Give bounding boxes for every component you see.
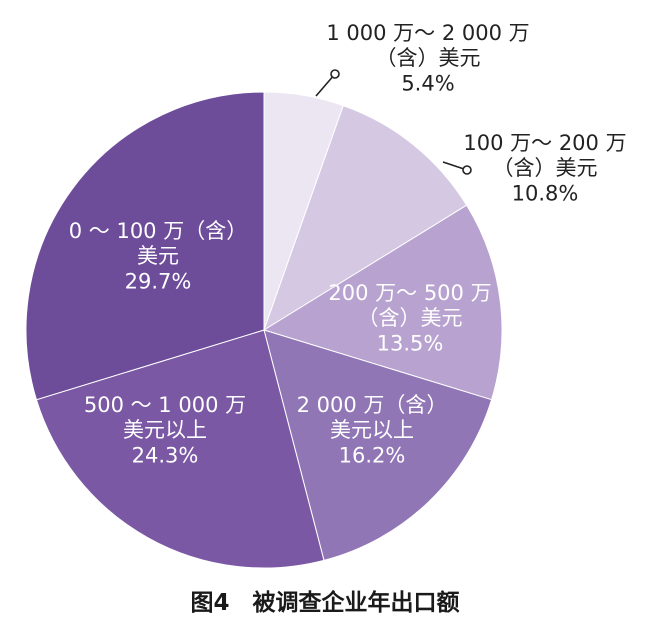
slice-label-line: （含）美元: [493, 156, 598, 180]
slice-percent: 24.3%: [132, 443, 199, 467]
slice-label-line: （含）美元: [358, 306, 463, 330]
slice-label-line: 200 万～ 500 万: [328, 281, 491, 305]
slice-label: 200 万～ 500 万（含）美元 13.5%: [328, 281, 491, 355]
slice-percent: 10.8%: [512, 181, 579, 205]
slice-percent: 29.7%: [125, 269, 192, 293]
leader-lines: [315, 69, 472, 175]
leader-line: [315, 73, 336, 97]
pie-slice: [35, 329, 325, 569]
chart-title: 图4 被调查企业年出口额: [190, 589, 459, 616]
pie-slice: [25, 91, 265, 401]
slice-label-line: 美元以上: [330, 418, 414, 442]
slice-label-line: 2 000 万（含）: [297, 393, 448, 417]
pie-slice: [262, 204, 503, 401]
slice-label: 0 ～ 100 万（含）美元 29.7%: [69, 219, 247, 293]
pie-slice: [263, 329, 493, 561]
pie-slices: [25, 91, 503, 569]
slice-percent: 5.4%: [401, 71, 454, 95]
slice-label-line: 1 000 万～ 2 000 万: [326, 21, 529, 45]
leader-dot: [462, 165, 472, 175]
slice-label-line: 0 ～ 100 万（含）: [69, 219, 247, 243]
slice-label: 2 000 万（含）美元以上 16.2%: [297, 393, 448, 467]
slice-label: 1 000 万～ 2 000 万（含）美元 5.4%: [326, 21, 529, 95]
slice-percent: 13.5%: [377, 331, 444, 355]
leader-dot: [330, 69, 340, 79]
slice-label-line: 美元: [137, 244, 179, 268]
slice-label: 500 ～ 1 000 万美元以上 24.3%: [84, 393, 246, 467]
slice-percent: 16.2%: [339, 443, 406, 467]
slice-label-line: 500 ～ 1 000 万: [84, 393, 246, 417]
pie-slice: [263, 104, 468, 332]
slice-labels: 1 000 万～ 2 000 万（含）美元 5.4%100 万～ 200 万（含）…: [69, 21, 627, 467]
slice-label-line: 美元以上: [123, 418, 207, 442]
slice-label: 100 万～ 200 万（含）美元 10.8%: [463, 131, 626, 205]
slice-label-line: （含）美元: [376, 46, 481, 70]
slice-label-line: 100 万～ 200 万: [463, 131, 626, 155]
